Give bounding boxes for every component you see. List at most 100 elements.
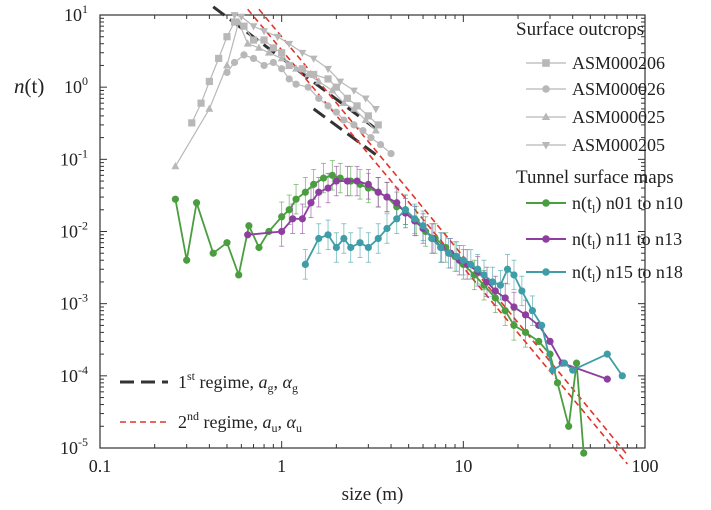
series-5-point [310,180,318,188]
y-tick-label: 10-5 [60,435,88,458]
series-3-point [304,70,313,78]
series-7-point [569,366,577,374]
y-tick-base: 10 [64,5,82,25]
series-6-point [521,311,530,319]
legend-label: ASM000205 [572,135,665,155]
series-7-point [393,215,401,223]
series-7-point [340,234,348,243]
series-7-point [548,366,557,374]
x-axis-label: size (m) [342,484,404,505]
regime-word: regime, [199,412,262,432]
series-5-point [301,188,309,196]
regime-a-sub: u [271,421,277,435]
series-2-line [226,54,392,155]
series-7-point [347,243,355,252]
series-1-point [298,65,306,73]
series-6-line [247,180,608,380]
series-6-point [546,337,554,346]
series-2-point [332,108,340,116]
y-tick-exponent: -2 [78,219,88,233]
series-1-point [374,121,382,129]
legend-title-tunnel: Tunnel surface maps [516,167,674,188]
series-1-point [364,112,372,120]
series-7-point [383,224,391,233]
series-3-point [264,48,273,56]
series-1-point [240,22,248,30]
series-6-point [603,375,611,383]
series-5-point [192,199,201,207]
legend-label: n(tl) n15 to n18 [572,262,683,285]
legend-label: ASM000026 [572,79,665,99]
series-5-point [292,195,300,203]
y-tick-exponent: 0 [82,74,88,88]
series-5-point [521,328,530,336]
legend: Surface outcrops Tunnel surface maps ASM00… [516,19,683,285]
series-6-point [501,294,509,302]
series-4-point [298,49,307,58]
legend-label-main: n(t [572,193,592,214]
series-3-point [223,61,231,69]
series-5-point [265,227,273,236]
regime-ordinal: 1 [178,372,187,392]
series-4-point [336,78,345,86]
y-axis-label-n: n [14,74,25,98]
y-tick-label: 100 [64,74,88,97]
series-6-point [307,199,315,207]
series-5-point [278,213,286,221]
series-7-point [437,243,445,252]
regime-alpha: α [286,412,296,432]
series-7-point [411,215,419,223]
series-2-point [278,65,286,73]
legend-swatch-marker [542,85,550,93]
series-4-point [273,33,282,42]
series-7-point [445,249,453,257]
series-6-point [374,188,382,196]
y-tick-label: 10-3 [60,291,88,314]
series-2-point [376,141,385,149]
series-7-point [356,239,364,247]
series-1-point [197,99,205,107]
series-4-line [234,14,377,110]
series-7-point [332,243,340,252]
legend-swatch-marker [542,59,550,67]
y-tick-exponent: -4 [78,363,88,377]
series-2-point [269,58,277,67]
legend-label-rest: ) n01 to n10 [595,193,683,214]
series-7 [301,206,626,380]
series-3-point [292,64,301,72]
series-5-point [319,174,328,182]
series-7-point [401,206,410,214]
series-2-point [367,134,375,142]
regime-comma: , [277,412,286,432]
series-6-point [491,287,499,295]
series-1-point [278,49,286,57]
legend-label-main: n(t [572,262,592,283]
series-7-point [603,350,611,358]
series-4-point [309,55,318,63]
legend-swatch-marker [542,268,550,276]
series-2-point [340,116,348,124]
series-7-point [453,252,461,261]
legend-label: n(tl) n11 to n13 [572,229,682,252]
series-2-point [230,58,239,67]
x-tick-label: 1 [277,456,286,476]
series-1-point [205,77,213,86]
legend-label: ASM000206 [572,53,665,73]
y-tick-base: 10 [60,294,78,314]
y-axis-label-t: (t) [25,74,45,98]
series-6-point [289,215,297,223]
axis-labels: size (m) n(t) [14,74,403,505]
series-6-point [324,184,332,192]
series-7-point [474,265,482,273]
regime-a: a [262,412,271,432]
regime-legend-label: 2nd regime, au, αu [178,409,302,435]
data-series [171,12,626,457]
regime-ordinal: 2 [178,412,187,432]
series-6-point [315,188,323,196]
y-tick-exponent: -3 [78,291,88,305]
series-2-point [359,127,367,135]
series-2-point [292,80,300,88]
series-7-point [301,260,309,269]
legend-swatch-marker [541,112,551,121]
series-3-point [277,54,286,62]
